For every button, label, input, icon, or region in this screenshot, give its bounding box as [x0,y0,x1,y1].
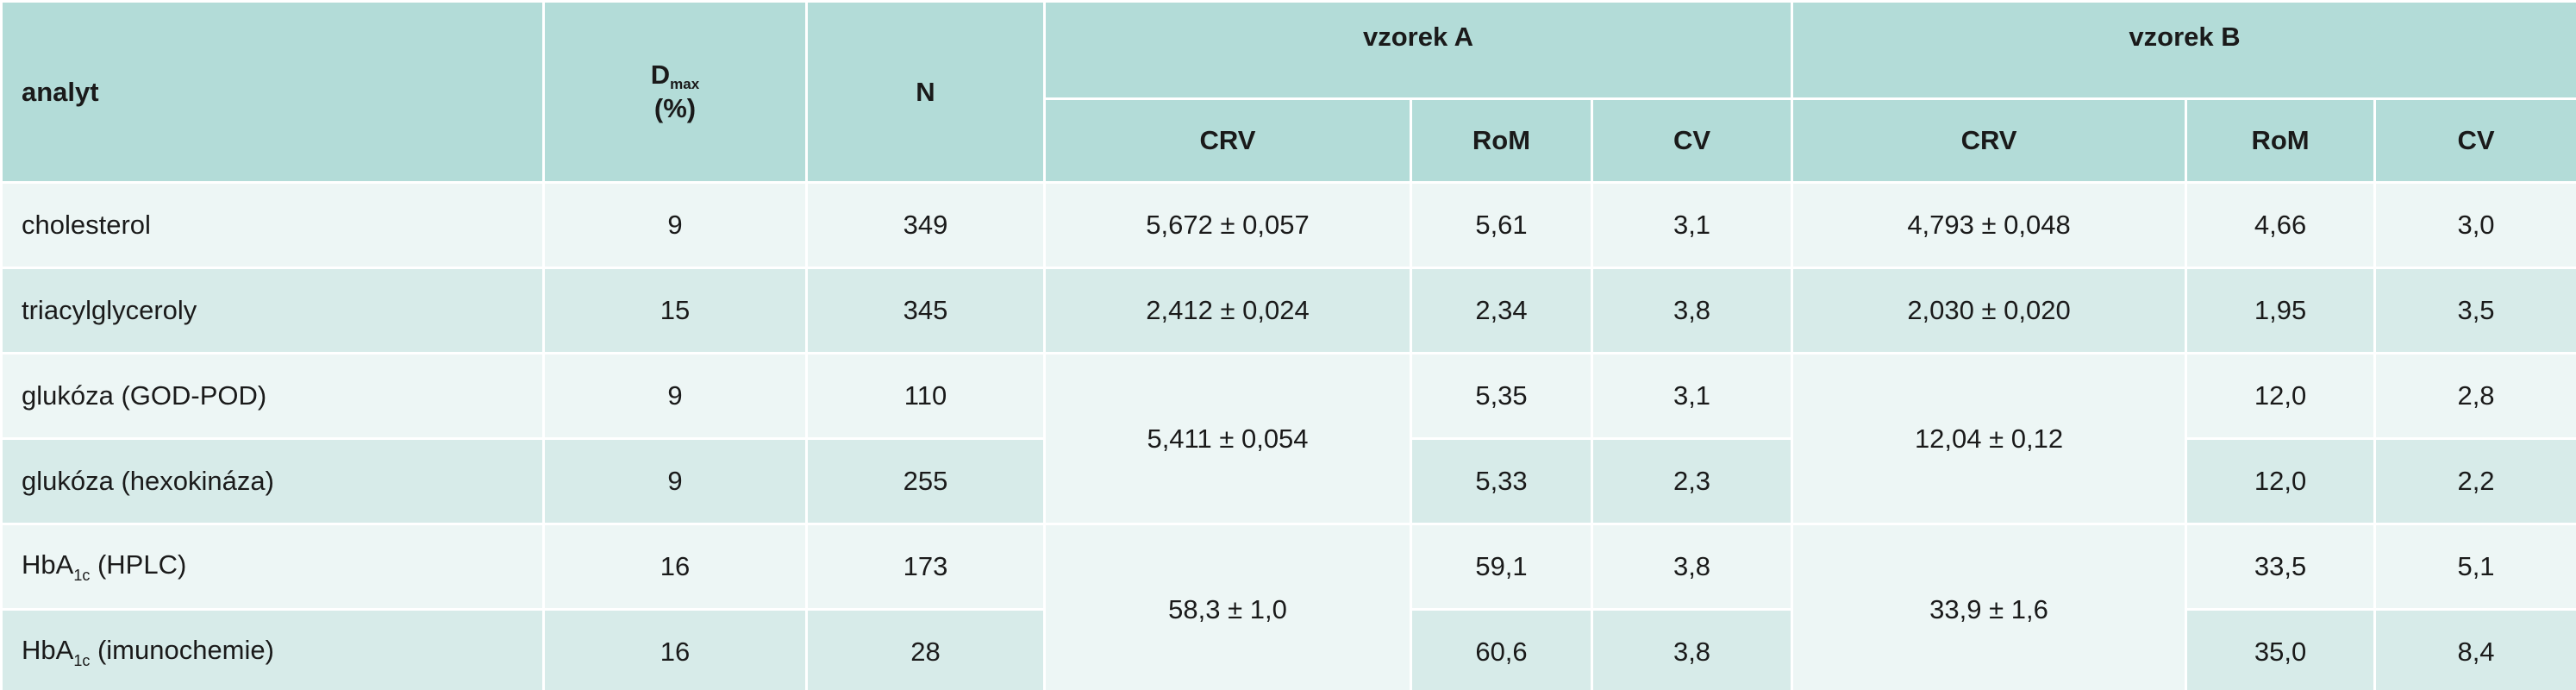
header-row: CRV RoM CV CRV RoM CV [2,97,2576,184]
header-text: (%) [653,93,697,123]
cell: 8,4 [2373,608,2576,690]
cell: 9 [542,181,808,269]
cell-text: (imunochemie) [90,634,274,665]
cell: 2,8 [2373,352,2576,440]
cell: 110 [805,352,1046,440]
header-cell: CRV [1043,97,1412,184]
cell: 15 [542,267,808,354]
row: triacylglyceroly 15 345 2,412 ± 0,024 2,… [0,267,2576,354]
cell: 5,33 [1410,437,1593,525]
row: HbA1c (imunochemie) 16 28 60,6 3,8 35,0 … [0,608,2576,690]
cell: 28 [805,608,1046,690]
cell: 2,34 [1410,267,1593,354]
cell: 3,1 [1590,352,1794,440]
header-cell: N [805,0,1046,184]
cell: glukóza (GOD-POD) [0,352,545,440]
header-cell: RoM [2185,97,2377,184]
cell: 35,0 [2185,608,2377,690]
header-cell: CV [2373,97,2576,184]
cell: 16 [542,523,808,611]
cell: 5,672 ± 0,057 [1043,181,1412,269]
cell: 4,793 ± 0,048 [1791,181,2188,269]
cell: 3,8 [1590,267,1794,354]
header-cell: Dmax (%) [542,0,808,184]
merged-cell: 58,3 ± 1,0 [1043,523,1412,690]
header-cell: analyt [0,0,545,184]
merged-cell: 12,04 ± 0,12 [1791,352,2188,525]
subscript: 1c [73,651,91,669]
cell: 1,95 [2185,267,2377,354]
header-cell: CV [1590,97,1794,184]
cell-text: HbA [22,634,74,665]
row: HbA1c (HPLC) 16 173 58,3 ± 1,0 59,1 3,8 … [0,523,2576,690]
cell-text: (HPLC) [90,549,187,580]
group-header: vzorek B [1791,0,2576,100]
cell: 12,0 [2185,352,2377,440]
cell: 345 [805,267,1046,354]
header-row: analyt Dmax (%) N vzorek A vzorek B [0,0,2576,184]
cell: 59,1 [1410,523,1593,611]
cell: glukóza (hexokináza) [0,437,545,525]
cell: HbA1c (HPLC) [0,523,545,611]
merged-cell: 5,411 ± 0,054 [1043,352,1412,525]
cell-text: HbA [22,549,74,580]
cell: 33,5 [2185,523,2377,611]
row: cholesterol 9 349 5,672 ± 0,057 5,61 3,1… [0,181,2576,269]
cell: 3,8 [1590,523,1794,611]
cell: 9 [542,437,808,525]
cell: 3,0 [2373,181,2576,269]
cell: 16 [542,608,808,690]
header-cell: CRV [1791,97,2188,184]
cell: 255 [805,437,1046,525]
cell: 5,35 [1410,352,1593,440]
cell: 9 [542,352,808,440]
cell: 3,8 [1590,608,1794,690]
cell: 5,1 [2373,523,2576,611]
cell: 5,61 [1410,181,1593,269]
row: glukóza (hexokináza) 9 255 5,33 2,3 12,0… [0,437,2576,525]
merged-cell: 33,9 ± 1,6 [1791,523,2188,690]
cell: cholesterol [0,181,545,269]
cell: 173 [805,523,1046,611]
subscript: 1c [73,566,91,584]
group-header: vzorek A [1042,0,1794,100]
cell: 2,412 ± 0,024 [1043,267,1412,354]
cell: 60,6 [1410,608,1593,690]
cell: 2,3 [1590,437,1794,525]
cell: 3,1 [1590,181,1794,269]
cell: 12,0 [2185,437,2377,525]
cell: HbA1c (imunochemie) [0,608,545,690]
cell: 2,2 [2373,437,2576,525]
header-text: D [650,60,671,90]
cell: 4,66 [2185,181,2377,269]
cell: 2,030 ± 0,020 [1791,267,2188,354]
row: glukóza (GOD-POD) 9 110 5,411 ± 0,054 5,… [0,352,2576,525]
header-cell: RoM [1410,97,1593,184]
cell: 349 [805,181,1046,269]
subscript: max [670,76,700,92]
cell: 3,5 [2373,267,2576,354]
cell: triacylglyceroly [0,267,545,354]
